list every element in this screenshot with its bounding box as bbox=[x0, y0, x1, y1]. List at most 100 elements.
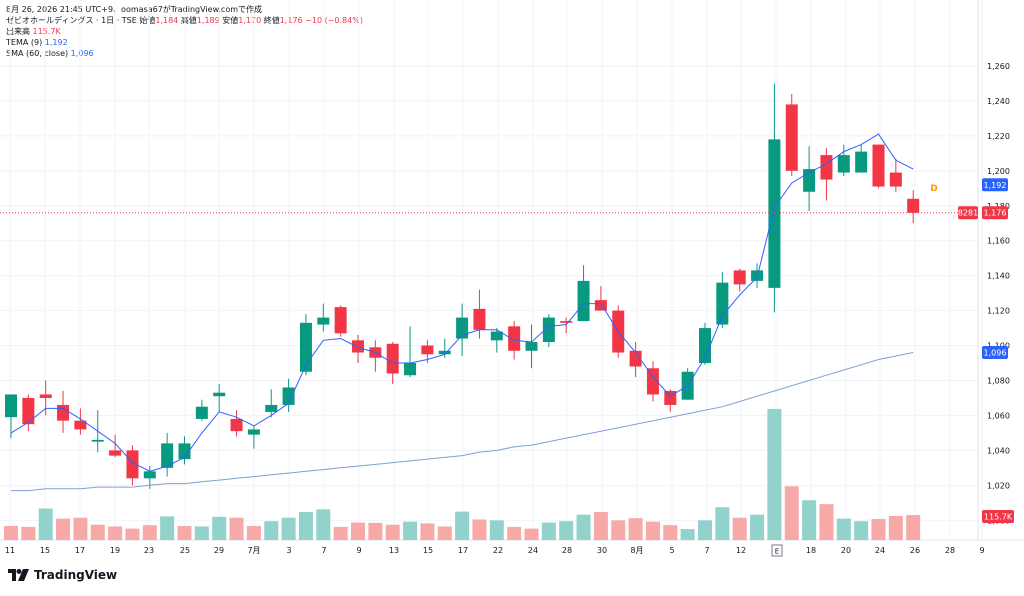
volume-bar bbox=[888, 515, 903, 540]
time-tick-label: 7 bbox=[321, 546, 326, 555]
candle-body bbox=[126, 450, 139, 479]
volume-bar bbox=[698, 520, 712, 540]
candle bbox=[5, 394, 17, 439]
candle-body bbox=[646, 368, 659, 395]
candle-body bbox=[907, 198, 920, 213]
candle-body bbox=[560, 321, 573, 323]
volume-bar bbox=[246, 526, 261, 540]
volume-bar bbox=[524, 528, 539, 540]
volume-bar bbox=[507, 526, 522, 540]
time-tick-label: 5 bbox=[669, 546, 674, 555]
close-label: 終値 bbox=[263, 16, 280, 25]
price-tick-label: 1,080 bbox=[987, 376, 1010, 385]
volume-bar bbox=[194, 526, 209, 540]
candle bbox=[247, 425, 260, 449]
volume-bar bbox=[90, 524, 105, 540]
volume-bar bbox=[21, 526, 36, 540]
candle bbox=[57, 390, 70, 433]
candle bbox=[542, 314, 555, 348]
candle bbox=[594, 286, 607, 311]
time-tick-label: 17 bbox=[75, 546, 85, 555]
time-tick-label: 19 bbox=[110, 546, 120, 555]
candle bbox=[126, 445, 139, 486]
price-tick-label: 1,200 bbox=[987, 167, 1010, 176]
candle-body bbox=[664, 390, 677, 405]
low-label: 安値 bbox=[222, 16, 239, 25]
volume-bar bbox=[108, 526, 123, 540]
volume-bar bbox=[802, 500, 817, 540]
time-tick-label: 9 bbox=[356, 546, 361, 555]
time-tick-label: 20 bbox=[841, 546, 851, 555]
volume-legend[interactable]: 出来高 115.7K bbox=[6, 26, 363, 37]
sma-legend[interactable]: SMA (60, close) 1,096 bbox=[6, 48, 363, 59]
candle bbox=[785, 93, 798, 177]
candle bbox=[39, 380, 52, 416]
volume-bar bbox=[541, 522, 556, 540]
candle bbox=[213, 383, 226, 412]
time-tick-label: 8月 bbox=[630, 546, 643, 555]
candle-body bbox=[22, 397, 35, 425]
volume-bar bbox=[73, 517, 88, 540]
candle-body bbox=[785, 104, 798, 171]
candle bbox=[733, 268, 746, 292]
tema-tag: 1,192 bbox=[982, 178, 1008, 192]
candle-body bbox=[143, 471, 156, 479]
candle-body bbox=[438, 350, 451, 355]
time-tick-label: 17 bbox=[458, 546, 468, 555]
tradingview-logo-text: TradingView bbox=[34, 568, 118, 582]
volume-bar bbox=[472, 519, 487, 540]
candle bbox=[525, 324, 538, 369]
candle bbox=[352, 335, 364, 364]
volume-bar bbox=[628, 518, 643, 540]
price-tick-label: 1,060 bbox=[987, 411, 1010, 420]
candle-body bbox=[404, 363, 417, 376]
earnings-marker[interactable]: E bbox=[771, 544, 783, 557]
candle bbox=[646, 361, 659, 402]
volume-bar bbox=[38, 508, 53, 540]
volume-bar bbox=[576, 514, 591, 540]
countdown-text: 8281 bbox=[958, 209, 978, 218]
volume-bar bbox=[854, 521, 869, 540]
symbol-title[interactable]: ゼビオホールディングス · 1日 · TSE bbox=[6, 16, 137, 25]
low-value: 1,170 bbox=[238, 16, 262, 25]
candle bbox=[282, 378, 295, 412]
candle bbox=[334, 305, 347, 337]
volume-bar bbox=[177, 526, 192, 540]
sma-tag: 1,096 bbox=[982, 346, 1008, 360]
tradingview-logo[interactable]: TradingView bbox=[8, 568, 117, 582]
candle bbox=[265, 389, 278, 418]
candle-body bbox=[837, 155, 850, 173]
volume-bar bbox=[871, 519, 886, 540]
change-value: −10 (−0.84%) bbox=[305, 16, 363, 25]
time-axis: 11 15 17 19 23 25 29 7月 3 7 9 13 15 17 22 24 28 30 8月 5 7 12 1… bbox=[5, 546, 985, 555]
candle-body bbox=[508, 326, 521, 351]
candle-body bbox=[456, 317, 469, 339]
price-tick-label: 1,220 bbox=[987, 132, 1010, 141]
candle-body bbox=[5, 394, 17, 418]
time-tick-label: 24 bbox=[875, 546, 885, 555]
dividend-marker[interactable]: D bbox=[930, 184, 937, 194]
time-tick-label: 28 bbox=[562, 546, 572, 555]
candles bbox=[5, 83, 920, 489]
last-price-tag: 1,176 bbox=[982, 206, 1008, 220]
sma-line bbox=[11, 352, 914, 492]
candle-body bbox=[889, 172, 902, 187]
tema-label: TEMA (9) bbox=[6, 38, 43, 47]
candle bbox=[577, 265, 590, 322]
candle bbox=[438, 338, 451, 358]
volume-bar bbox=[316, 509, 331, 540]
tema-legend[interactable]: TEMA (9) 1,192 bbox=[6, 37, 363, 48]
volume-bar bbox=[264, 521, 279, 540]
volume-bar bbox=[645, 521, 660, 540]
candle-body bbox=[109, 450, 122, 456]
candle-body bbox=[39, 394, 52, 398]
candle-body bbox=[733, 270, 746, 285]
price-tick-label: 1,020 bbox=[987, 481, 1010, 490]
high-label: 高値 bbox=[180, 16, 197, 25]
candle-body bbox=[525, 342, 538, 351]
candle-body bbox=[768, 139, 781, 288]
time-tick-label: 30 bbox=[597, 546, 607, 555]
time-tick-label: 7月 bbox=[247, 546, 260, 555]
volume-bar bbox=[784, 486, 799, 540]
